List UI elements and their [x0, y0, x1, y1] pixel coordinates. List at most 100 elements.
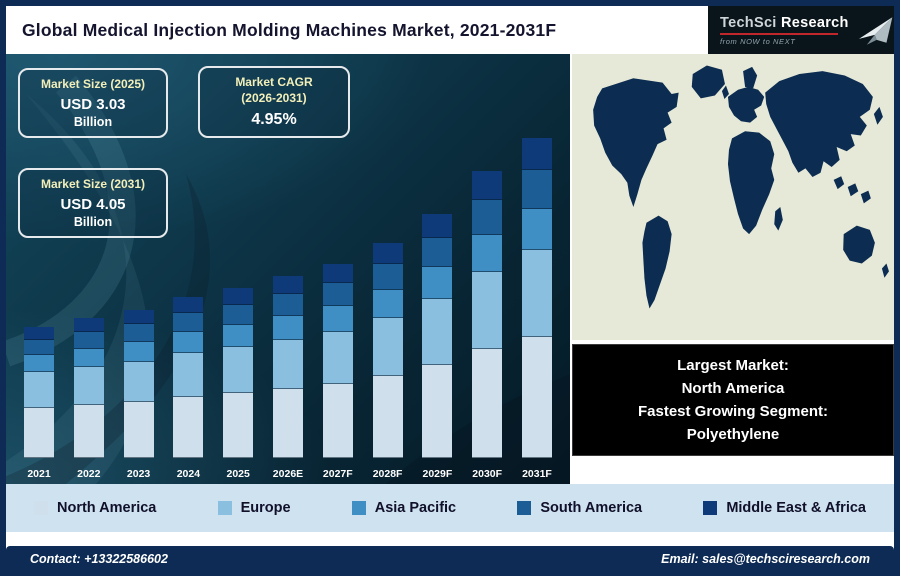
cagr-title-line2: (2026-2031): [241, 90, 307, 105]
market-size-2031-box: Market Size (2031) USD 4.05 Billion: [18, 168, 168, 238]
x-axis-label: 2027F: [322, 468, 353, 480]
bar-2027F: 2027F: [322, 263, 353, 480]
logo-brand: TechSci Research: [720, 15, 849, 31]
bar-segment: [372, 289, 403, 319]
bar-2021: 2021: [24, 326, 54, 480]
bar-segment: [123, 361, 154, 402]
bar-segment: [322, 283, 353, 307]
legend-item: Europe: [217, 500, 291, 516]
bar-segment: [472, 171, 503, 201]
bar-stack: [521, 138, 552, 458]
bar-segment: [422, 267, 453, 299]
x-axis-label: 2026E: [272, 468, 304, 480]
logo-red-rule: [720, 32, 838, 35]
legend-swatch: [703, 501, 718, 515]
bar-segment: [272, 294, 303, 317]
bar-segment: [173, 396, 204, 458]
bar-segment: [223, 304, 254, 325]
bar-segment: [372, 376, 403, 458]
bar-segment: [521, 208, 552, 251]
footer: Contact: +13322586602 Email: sales@techs…: [6, 546, 894, 572]
logo-brand-primary: TechSci: [720, 14, 777, 31]
info-box-value: USD 4.05: [60, 195, 126, 213]
chart-legend: North America Europe Asia Pacific South Ame…: [6, 484, 894, 532]
bar-2026E: 2026E: [272, 276, 303, 480]
bar-segment: [272, 276, 303, 295]
bar-segment: [24, 339, 54, 356]
bar-segment: [272, 340, 303, 390]
bar-stack: [322, 263, 353, 458]
bar-segment: [73, 332, 104, 350]
bar-2028F: 2028F: [372, 242, 403, 480]
info-box-value: USD 3.03: [60, 95, 126, 113]
chart-panel: Market Size (2025) USD 3.03 Billion Mark…: [6, 54, 570, 484]
page-title: Global Medical Injection Molding Machine…: [22, 20, 557, 40]
bar-segment: [24, 372, 54, 408]
stacked-bar-chart: 2021 2022 2023 2024 2025 2026E 2027F 2028F 2029F…: [16, 54, 560, 480]
x-axis-label: 2022: [77, 468, 101, 480]
bar-stack: [372, 242, 403, 458]
bar-2030F: 2030F: [472, 171, 503, 480]
techsci-logo: TechSci Research from NOW to NEXT: [708, 6, 894, 54]
bar-segment: [73, 349, 104, 368]
footer-email: Email: sales@techsciresearch.com: [661, 552, 870, 566]
legend-item: Middle East & Africa: [703, 500, 866, 516]
bar-segment: [521, 250, 552, 337]
bar-segment: [123, 324, 154, 343]
bar-segment: [24, 355, 54, 373]
bar-segment: [73, 404, 104, 458]
legend-label: Asia Pacific: [374, 500, 457, 516]
bar-segment: [322, 384, 353, 458]
world-map-panel: [572, 54, 894, 340]
world-map: [572, 54, 894, 340]
legend-swatch: [517, 501, 532, 515]
x-axis-label: 2021: [27, 468, 51, 480]
bar-segment: [173, 332, 204, 353]
bar-segment: [521, 138, 552, 171]
bar-2023: 2023: [123, 309, 154, 480]
bar-segment: [472, 271, 503, 350]
bar-stack: [24, 326, 54, 458]
bar-2025: 2025: [223, 287, 254, 480]
bar-segment: [24, 407, 54, 458]
bar-2031F: 2031F: [521, 138, 552, 480]
bar-segment: [123, 309, 154, 325]
bar-stack: [123, 309, 154, 458]
fastest-segment-label: Fastest Growing Segment:: [637, 403, 829, 420]
bar-segment: [123, 401, 154, 458]
bar-2024: 2024: [173, 296, 204, 480]
x-axis-label: 2028F: [372, 468, 403, 480]
legend-item: Asia Pacific: [351, 500, 457, 516]
bar-segment: [173, 296, 204, 313]
x-axis-label: 2023: [126, 468, 151, 480]
legend-label: Middle East & Africa: [726, 500, 866, 516]
info-box-value: 4.95%: [251, 111, 297, 129]
logo-text: TechSci Research from NOW to NEXT: [720, 15, 849, 46]
bar-segment: [472, 234, 503, 272]
logo-brand-secondary: Research: [780, 14, 849, 31]
market-cagr-box: Market CAGR (2026-2031) 4.95%: [198, 66, 350, 139]
bar-segment: [173, 312, 204, 333]
footer-contact: Contact: +13322586602: [30, 552, 168, 566]
paper-plane-arrow-icon: [858, 17, 893, 45]
info-box-title: Market CAGR (2026-2031): [208, 75, 340, 106]
bar-segment: [422, 238, 453, 268]
legend-swatch: [34, 501, 48, 515]
bar-segment: [422, 298, 453, 365]
legend-label: North America: [57, 500, 157, 516]
logo-tagline: from NOW to NEXT: [720, 36, 796, 46]
bar-segment: [322, 263, 353, 284]
bar-segment: [123, 342, 154, 362]
bar-stack: [73, 318, 104, 458]
legend-label: South America: [540, 500, 643, 516]
largest-market-value: North America: [681, 379, 785, 397]
info-box-title: Market Size (2031): [40, 177, 146, 191]
bar-segment: [24, 326, 54, 340]
x-axis-label: 2031F: [522, 468, 552, 480]
legend-label: Europe: [240, 500, 291, 516]
legend-item: South America: [517, 500, 642, 516]
x-axis-label: 2024: [176, 468, 201, 480]
bar-segment: [223, 287, 254, 305]
bar-segment: [173, 353, 204, 397]
